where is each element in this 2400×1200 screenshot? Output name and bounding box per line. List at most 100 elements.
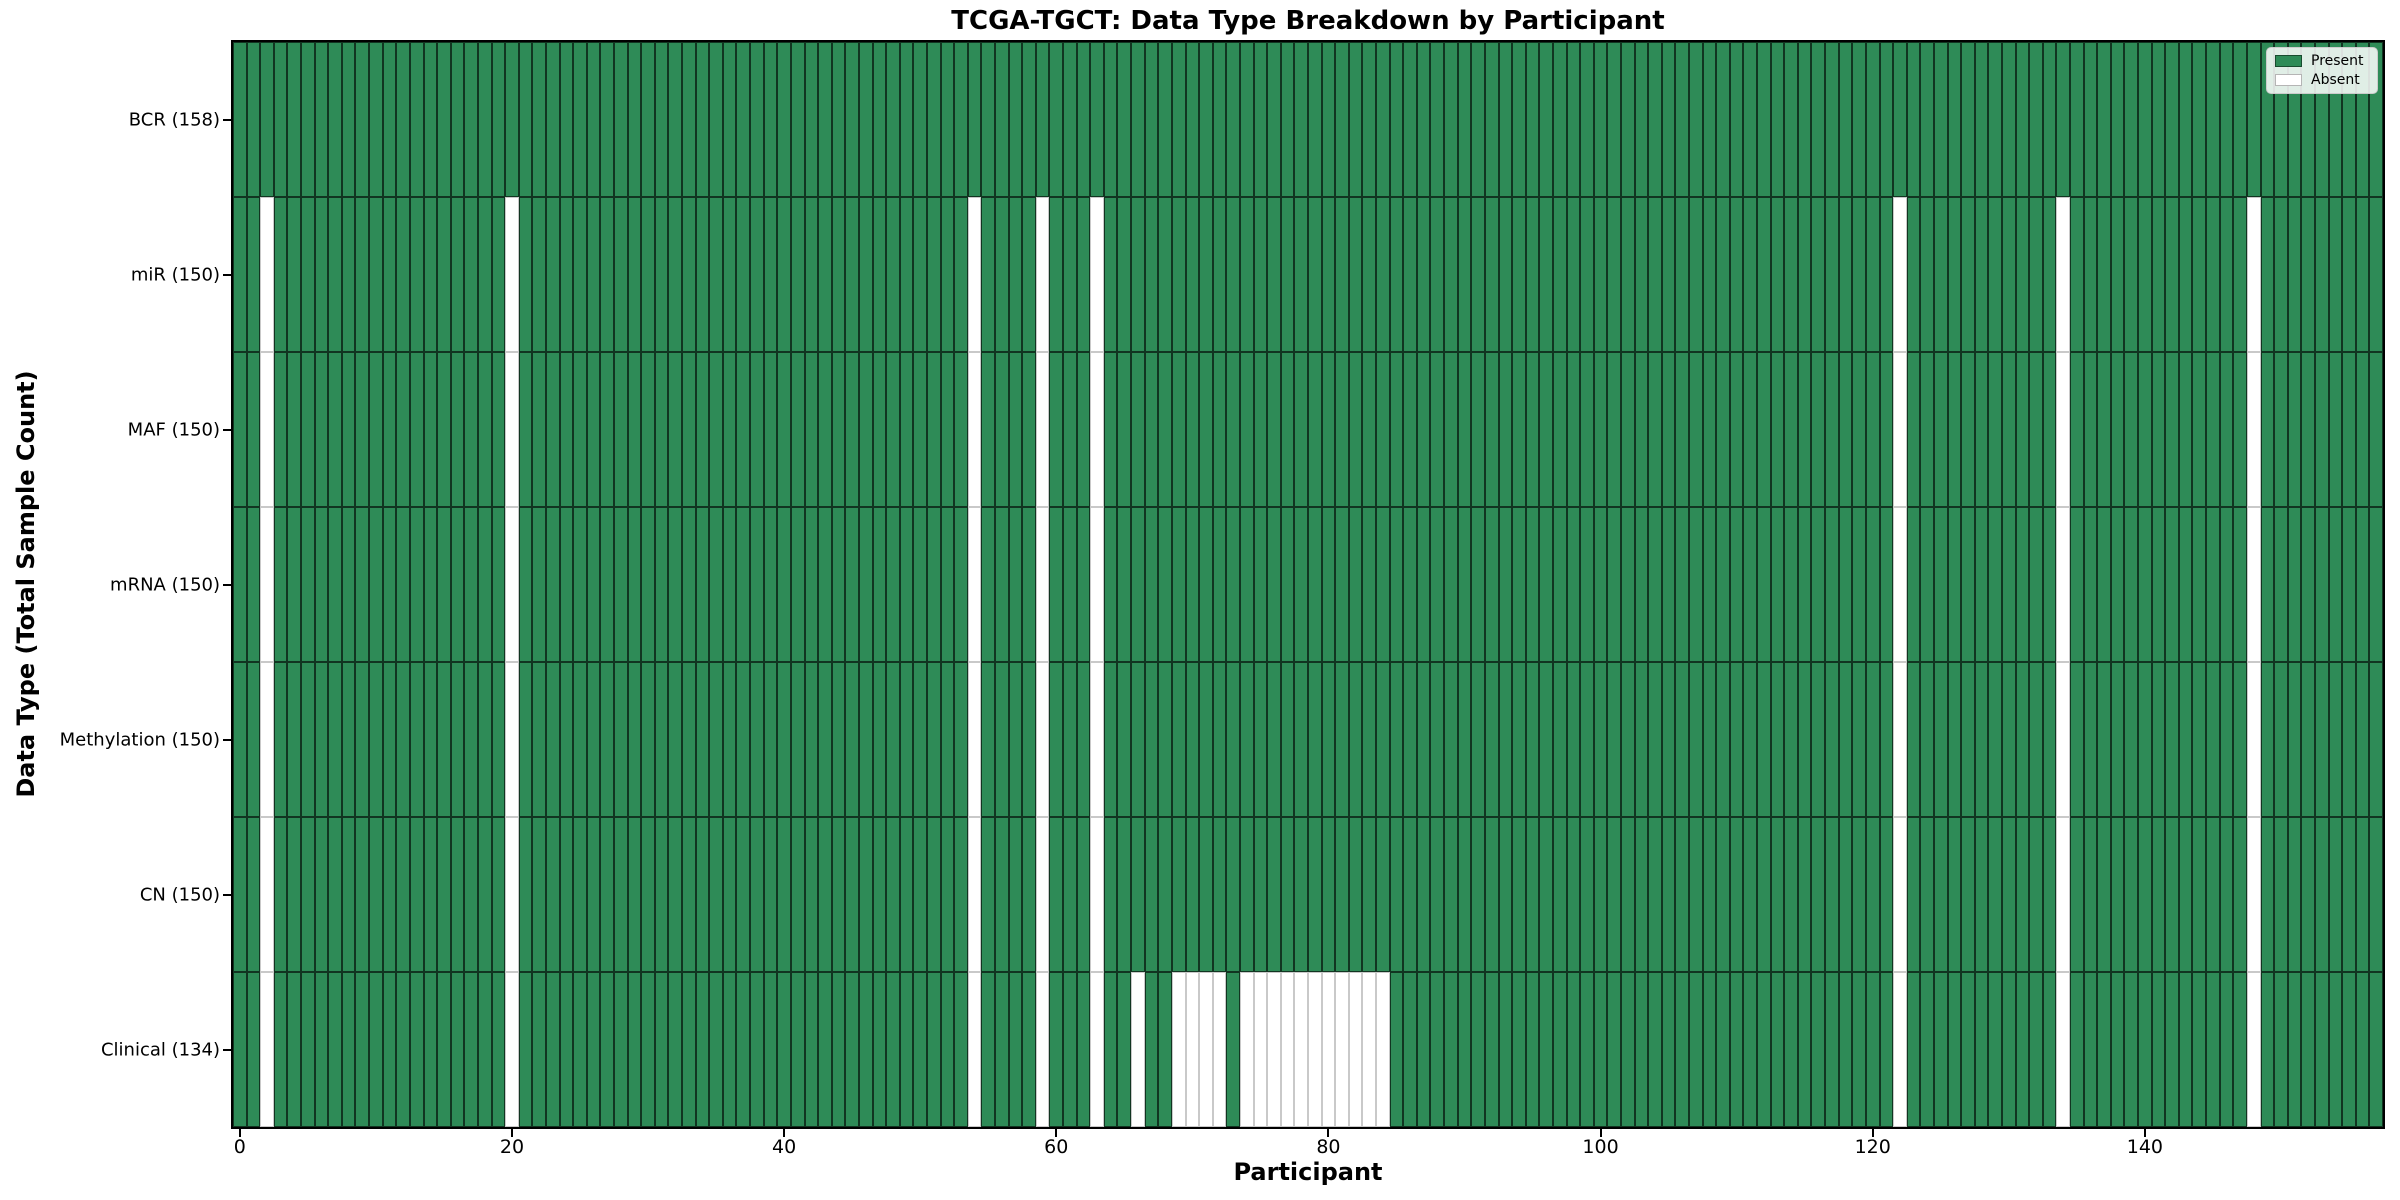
cell [1933, 972, 1948, 1127]
cell [1512, 42, 1526, 197]
cell [1593, 817, 1608, 972]
cell [1212, 662, 1227, 817]
cell [1471, 817, 1485, 972]
cell [2192, 352, 2207, 507]
y-tick-mark [223, 893, 231, 896]
cell [2178, 197, 2193, 352]
cell [450, 817, 465, 972]
cell [654, 817, 669, 972]
cell [1471, 352, 1485, 507]
cell [260, 972, 274, 1127]
cell [654, 972, 669, 1127]
cell [2233, 817, 2247, 972]
cell [1811, 972, 1826, 1127]
cell [1335, 507, 1349, 662]
cell [954, 972, 968, 1127]
cell [981, 507, 996, 662]
cell [1063, 507, 1077, 662]
cell [1376, 817, 1390, 972]
cell [2301, 352, 2315, 507]
cell [858, 507, 873, 662]
cell [1199, 662, 1213, 817]
cell [2314, 197, 2329, 352]
legend-item-present: Present [2275, 54, 2369, 68]
cell [1525, 507, 1540, 662]
y-tick-mark [223, 583, 231, 586]
cell [2206, 662, 2220, 817]
cell [1362, 817, 1377, 972]
cell [1239, 507, 1254, 662]
cell [1770, 972, 1785, 1127]
cell [1675, 662, 1689, 817]
cell [995, 972, 1009, 1127]
cell [1226, 972, 1240, 1127]
cell [518, 662, 533, 817]
cell [1988, 507, 2002, 662]
cell [2097, 817, 2111, 972]
cell [695, 972, 710, 1127]
cell [1362, 662, 1377, 817]
cell [1280, 972, 1295, 1127]
cell [627, 972, 642, 1127]
cell [1988, 972, 2002, 1127]
cell [1947, 662, 1962, 817]
cell [2165, 972, 2179, 1127]
cell [967, 507, 982, 662]
cell [709, 197, 723, 352]
cell [641, 817, 655, 972]
cell [872, 197, 887, 352]
cell [1335, 197, 1349, 352]
cell [818, 817, 832, 972]
cell [1471, 197, 1485, 352]
cell [913, 972, 927, 1127]
cell [2151, 817, 2166, 972]
cell [1484, 507, 1499, 662]
cell [559, 42, 574, 197]
cell [301, 352, 315, 507]
cell [314, 352, 329, 507]
cell [1988, 197, 2002, 352]
cell [1185, 507, 1200, 662]
cell [409, 197, 424, 352]
cell [750, 972, 764, 1127]
cell [804, 507, 819, 662]
cell [627, 197, 642, 352]
cell [804, 662, 819, 817]
cell [1757, 352, 1771, 507]
cell [314, 42, 329, 197]
cell [1961, 197, 1975, 352]
cell [477, 662, 492, 817]
cell [1702, 817, 1717, 972]
cell [1022, 507, 1036, 662]
cell [1743, 42, 1758, 197]
cell [695, 817, 710, 972]
cell [1879, 352, 1894, 507]
cell [1825, 972, 1839, 1127]
cell [1661, 662, 1676, 817]
cell [1607, 197, 1621, 352]
cell [1430, 352, 1445, 507]
cell [1607, 972, 1621, 1127]
cell [967, 352, 982, 507]
cell [301, 972, 315, 1127]
cell [2015, 507, 2030, 662]
cell [1580, 972, 1594, 1127]
x-tick-mark [1871, 1129, 1874, 1137]
cell [627, 352, 642, 507]
cell [804, 197, 819, 352]
cell [1743, 352, 1758, 507]
cell [940, 42, 955, 197]
cell [1865, 42, 1880, 197]
cell [2342, 507, 2356, 662]
cell [1430, 817, 1445, 972]
cell [967, 972, 982, 1127]
cell [355, 817, 370, 972]
cell [2056, 197, 2071, 352]
cell [926, 662, 941, 817]
cell [328, 972, 342, 1127]
cell [967, 817, 982, 972]
cell [736, 42, 751, 197]
cell [1321, 352, 1336, 507]
cell [1389, 507, 1404, 662]
cell [1634, 352, 1649, 507]
